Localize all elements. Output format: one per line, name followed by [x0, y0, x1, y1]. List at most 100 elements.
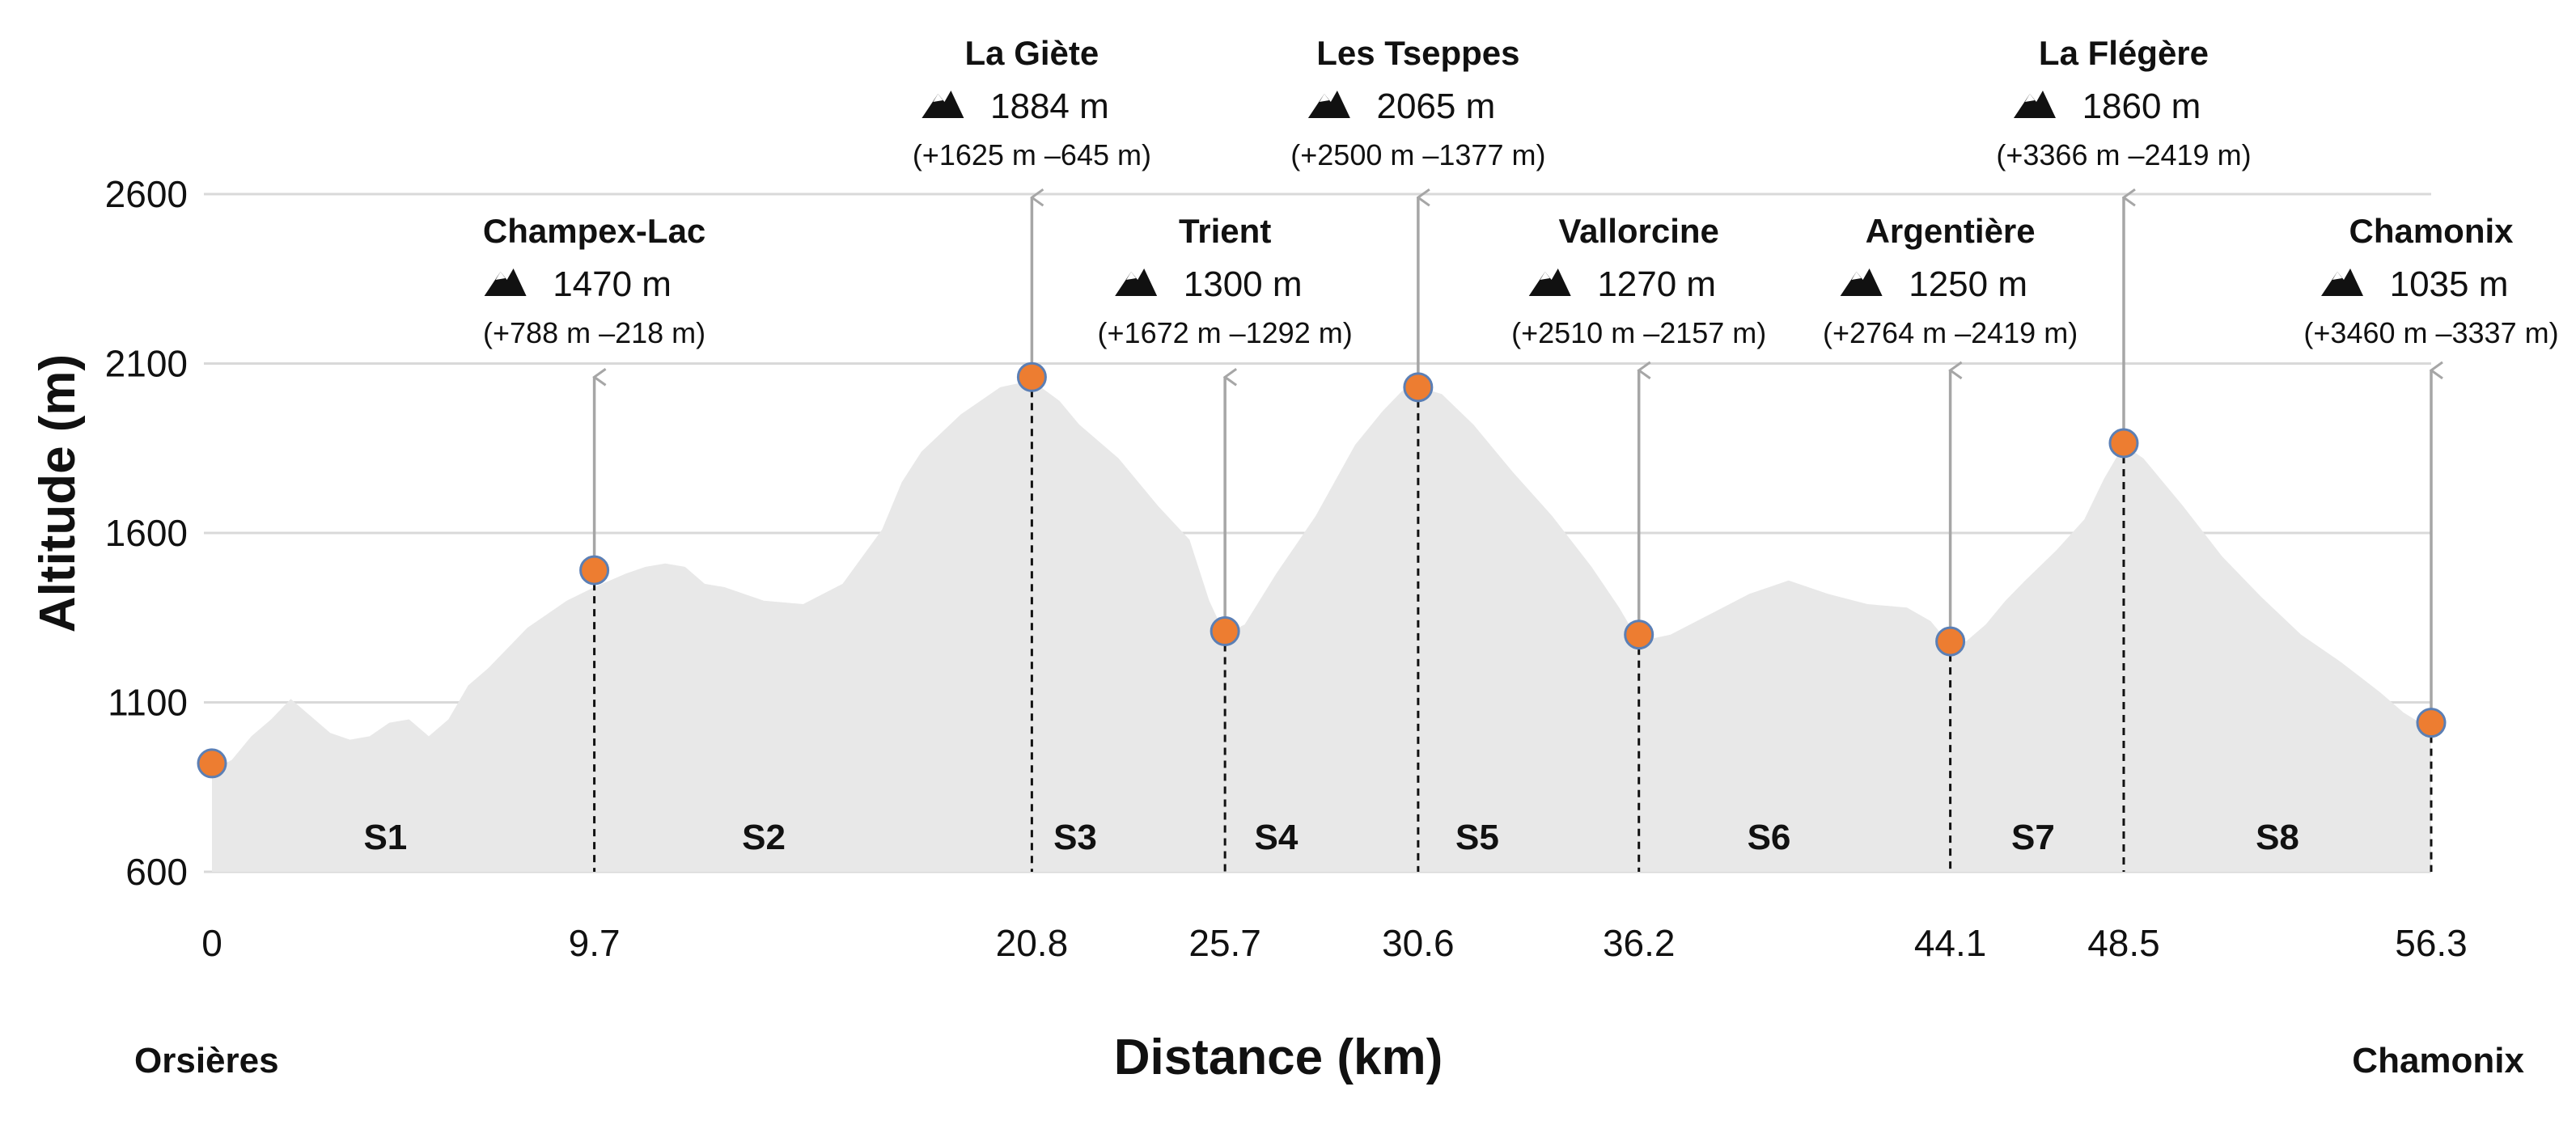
- segment-label: S6: [1748, 818, 1791, 857]
- y-tick-label: 600: [125, 851, 188, 893]
- waypoint-altitude: 2065 m: [1376, 87, 1495, 126]
- mountain-snow: [2024, 94, 2035, 102]
- waypoint-gain-loss: (+2764 m –2419 m): [1823, 316, 2078, 349]
- x-tick-label: 0: [201, 922, 222, 964]
- mountain-shape: [1115, 269, 1158, 296]
- mountain-shape: [1528, 269, 1571, 296]
- waypoint-label: Champex-Lac 1470 m (+788 m –218 m): [483, 212, 705, 349]
- mountain-snow: [1851, 272, 1862, 280]
- y-tick-label: 1600: [105, 512, 188, 554]
- x-tick-label: 25.7: [1188, 922, 1261, 964]
- waypoint-name: La Giète: [965, 34, 1099, 72]
- segment-label: S8: [2256, 818, 2299, 857]
- mountain-snow: [1126, 272, 1137, 280]
- waypoint-altitude: 1884 m: [990, 87, 1109, 126]
- start-location-label: Orsières: [134, 1041, 279, 1080]
- data-point-marker: [579, 555, 610, 586]
- segment-label: S5: [1455, 818, 1499, 857]
- segment-label: S3: [1053, 818, 1097, 857]
- waypoint-gain-loss: (+1672 m –1292 m): [1098, 316, 1353, 349]
- mountain-shape: [484, 269, 527, 296]
- waypoint-label: La Flégère 1860 m (+3366 m –2419 m): [1996, 34, 2251, 171]
- mountain-icon: [1115, 269, 1158, 296]
- data-point-marker: [2416, 708, 2447, 738]
- x-axis-title: Distance (km): [1114, 1030, 1443, 1085]
- mountain-shape: [1840, 269, 1883, 296]
- data-point-marker: [1935, 626, 1966, 657]
- waypoint-altitude: 1860 m: [2082, 87, 2201, 126]
- data-point-marker: [1624, 619, 1654, 650]
- mountain-snow: [933, 94, 943, 102]
- waypoint-name: Trient: [1179, 212, 1271, 250]
- x-tick-label: 36.2: [1603, 922, 1676, 964]
- x-tick-label: 44.1: [1914, 922, 1987, 964]
- waypoint-gain-loss: (+788 m –218 m): [483, 316, 705, 349]
- data-point-marker: [1016, 362, 1047, 392]
- end-location-label: Chamonix: [2352, 1041, 2524, 1080]
- mountain-snow: [1540, 272, 1550, 280]
- waypoint-gain-loss: (+2500 m –1377 m): [1290, 138, 1545, 171]
- data-points: [197, 362, 2447, 779]
- mountain-snow: [495, 272, 506, 280]
- waypoint-label: Chamonix 1035 m (+3460 m –3337 m): [2303, 212, 2558, 349]
- mountain-snow: [2332, 272, 2342, 280]
- data-point-marker: [1403, 372, 1434, 403]
- waypoint-label: Trient 1300 m (+1672 m –1292 m): [1098, 212, 1353, 349]
- mountain-shape: [922, 91, 964, 118]
- waypoint-name: Argentière: [1866, 212, 2036, 250]
- waypoint-altitude: 1035 m: [2390, 264, 2509, 304]
- x-tick-labels: 0 9.7 20.8 25.7 30.6 36.2 44.1 48.5 56.3: [201, 922, 2468, 964]
- mountain-shape: [2013, 91, 2056, 118]
- waypoint-altitude: 1300 m: [1184, 264, 1303, 304]
- mountain-shape: [2321, 269, 2363, 296]
- waypoint-gain-loss: (+1625 m –645 m): [913, 138, 1151, 171]
- segment-label: S2: [742, 818, 786, 857]
- x-tick-label: 48.5: [2087, 922, 2160, 964]
- waypoint-label: Vallorcine 1270 m (+2510 m –2157 m): [1511, 212, 1766, 349]
- waypoint-gain-loss: (+3460 m –3337 m): [2303, 316, 2558, 349]
- waypoint-name: Vallorcine: [1558, 212, 1718, 250]
- mountain-icon: [1307, 91, 1350, 118]
- waypoint-name: Champex-Lac: [483, 212, 705, 250]
- waypoint-name: Les Tseppes: [1316, 34, 1519, 72]
- waypoint-altitude: 1250 m: [1909, 264, 2027, 304]
- x-tick-label: 30.6: [1382, 922, 1455, 964]
- waypoint-labels: Champex-Lac 1470 m (+788 m –218 m) La Giète…: [483, 34, 2559, 349]
- mountain-icon: [484, 269, 527, 296]
- mountain-icon: [2321, 269, 2363, 296]
- dashed-drop-lines: [593, 377, 2433, 872]
- elevation-area: [212, 380, 2431, 872]
- x-tick-label: 9.7: [569, 922, 621, 964]
- y-tick-label: 2100: [105, 343, 188, 385]
- data-point-marker: [2108, 428, 2139, 459]
- waypoint-name: La Flégère: [2039, 34, 2209, 72]
- mountain-icon: [1840, 269, 1883, 296]
- waypoint-label: La Giète 1884 m (+1625 m –645 m): [913, 34, 1151, 171]
- waypoint-altitude: 1270 m: [1597, 264, 1716, 304]
- mountain-icon: [1528, 269, 1571, 296]
- waypoint-arrows: [595, 197, 2431, 723]
- waypoint-label: Argentière 1250 m (+2764 m –2419 m): [1823, 212, 2078, 349]
- y-tick-labels: 600 1100 1600 2100 2600: [105, 173, 188, 893]
- mountain-icon: [922, 91, 964, 118]
- y-axis-title: Altitude (m): [30, 354, 86, 632]
- mountain-icon: [2013, 91, 2056, 118]
- waypoint-name: Chamonix: [2349, 212, 2514, 250]
- mountain-snow: [1319, 94, 1329, 102]
- segment-label: S7: [2011, 818, 2055, 857]
- data-point-marker: [1210, 616, 1240, 647]
- y-tick-label: 2600: [105, 173, 188, 215]
- mountain-shape: [1307, 91, 1350, 118]
- segment-label: S1: [363, 818, 407, 857]
- x-tick-label: 20.8: [996, 922, 1069, 964]
- waypoint-gain-loss: (+3366 m –2419 m): [1996, 138, 2251, 171]
- waypoint-gain-loss: (+2510 m –2157 m): [1511, 316, 1766, 349]
- y-tick-label: 1100: [108, 682, 188, 724]
- segment-labels: S1 S2 S3 S4 S5 S6 S7 S8: [363, 818, 2298, 857]
- data-point-marker: [197, 748, 227, 779]
- waypoint-altitude: 1470 m: [553, 264, 672, 304]
- waypoint-label: Les Tseppes 2065 m (+2500 m –1377 m): [1290, 34, 1545, 171]
- segment-label: S4: [1255, 818, 1299, 857]
- x-tick-label: 56.3: [2395, 922, 2468, 964]
